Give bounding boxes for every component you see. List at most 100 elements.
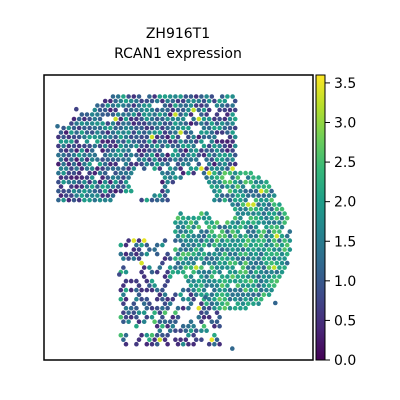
expression-spot [253, 260, 259, 266]
expression-spot [209, 256, 215, 261]
expression-spot [175, 251, 181, 257]
expression-spot [212, 152, 217, 158]
expression-spot [56, 179, 61, 185]
expression-spot [110, 175, 116, 180]
expression-spot [186, 215, 191, 221]
expression-spot [251, 229, 256, 234]
expression-spot [136, 112, 142, 117]
expression-spot [261, 202, 267, 207]
expression-spot [269, 260, 274, 266]
expression-spot [79, 130, 85, 135]
expression-spot [277, 238, 282, 243]
expression-spot [209, 166, 215, 171]
expression-spot [82, 161, 87, 167]
expression-spot [266, 193, 272, 198]
expression-spot [253, 233, 259, 239]
expression-spot [79, 184, 85, 189]
expression-spot [206, 143, 212, 149]
expression-spot [214, 166, 220, 171]
expression-spot [58, 130, 64, 135]
expression-spot [230, 121, 235, 126]
expression-spot [178, 229, 183, 234]
expression-spot [256, 211, 261, 216]
expression-spot [126, 103, 131, 108]
expression-spot [105, 121, 111, 126]
expression-spot [121, 256, 126, 261]
expression-spot [121, 112, 126, 117]
expression-spot [144, 287, 150, 293]
expression-spot [232, 179, 238, 185]
expression-spot [214, 247, 220, 252]
expression-spot [204, 103, 209, 108]
expression-spot [134, 278, 139, 284]
expression-spot [128, 134, 134, 140]
expression-spot [76, 134, 82, 140]
expression-spot [227, 125, 233, 131]
expression-spot [170, 98, 176, 104]
expression-spot [102, 143, 108, 149]
expression-spot [274, 269, 280, 275]
expression-spot [87, 197, 92, 203]
expression-spot [258, 287, 264, 293]
expression-spot [76, 143, 82, 149]
expression-spot [152, 310, 157, 316]
expression-spot [225, 274, 230, 279]
expression-spot [178, 220, 183, 225]
expression-spot [214, 157, 220, 162]
expression-spot [225, 121, 230, 126]
expression-spot [141, 139, 147, 144]
expression-spot [110, 94, 116, 99]
expression-spot [123, 188, 129, 194]
expression-spot [271, 256, 277, 261]
expression-spot [232, 215, 238, 221]
expression-spot [152, 157, 157, 162]
expression-spot [238, 197, 243, 203]
expression-spot [100, 103, 105, 108]
expression-spot [201, 242, 207, 248]
expression-spot [238, 188, 243, 194]
expression-spot [74, 193, 79, 198]
expression-spot [123, 296, 129, 302]
expression-spot [251, 175, 256, 180]
expression-spot [165, 332, 170, 338]
expression-spot [266, 265, 272, 270]
expression-spot [199, 328, 204, 334]
expression-spot [225, 301, 230, 307]
expression-spot [217, 161, 222, 167]
expression-spot [117, 272, 122, 277]
expression-spot [154, 296, 160, 302]
expression-spot [232, 206, 238, 212]
expression-spot [102, 125, 108, 131]
expression-spot [82, 116, 87, 122]
expression-spot [123, 305, 129, 311]
expression-spot [102, 134, 108, 140]
expression-spot [74, 148, 79, 153]
expression-spot [131, 94, 137, 99]
expression-spot [76, 152, 82, 158]
expression-spot [264, 251, 269, 257]
expression-spot [121, 301, 126, 307]
expression-spot [131, 103, 137, 108]
expression-spot [123, 278, 129, 284]
expression-spot [214, 283, 220, 288]
expression-spot [191, 323, 196, 329]
expression-spot [206, 161, 212, 167]
expression-spot [217, 242, 222, 248]
expression-spot [126, 139, 131, 144]
expression-spot [149, 305, 155, 311]
expression-spot [76, 179, 82, 185]
expression-spot [61, 134, 66, 140]
expression-spot [149, 269, 155, 275]
expression-spot [141, 103, 147, 108]
expression-spot [160, 296, 165, 302]
expression-spot [209, 274, 215, 279]
expression-spot [178, 166, 183, 171]
expression-spot [212, 278, 217, 284]
expression-spot [279, 224, 285, 230]
expression-spot [149, 197, 155, 203]
expression-spot [89, 121, 95, 126]
expression-spot [160, 125, 165, 131]
expression-spot [165, 305, 170, 311]
expression-spot [102, 161, 108, 167]
expression-spot [173, 238, 178, 243]
